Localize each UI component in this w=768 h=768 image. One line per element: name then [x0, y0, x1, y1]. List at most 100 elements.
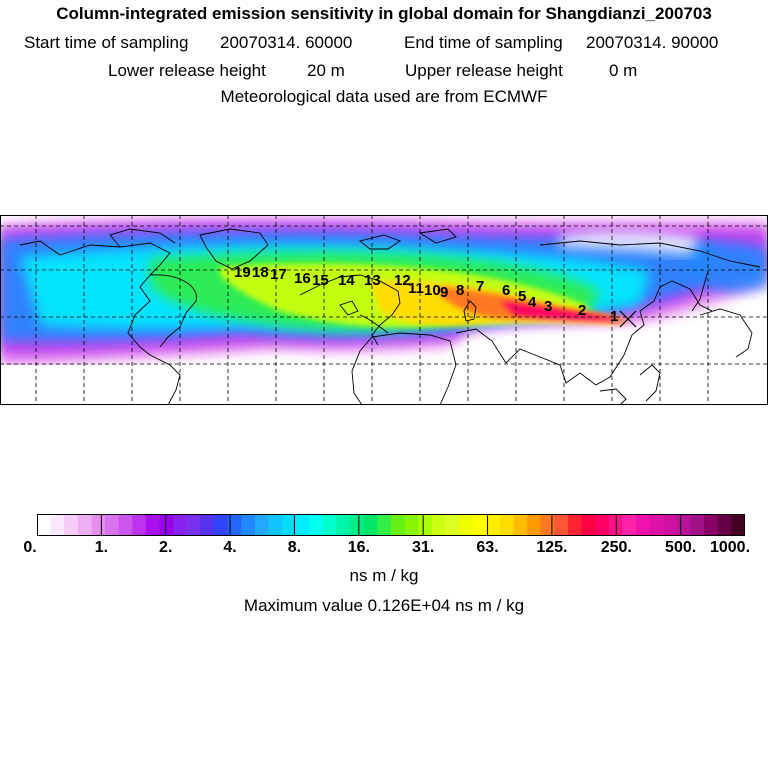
colorbar-swatch: [540, 514, 555, 536]
colorbar-swatch: [37, 514, 52, 536]
colorbar-swatch: [241, 514, 256, 536]
lat-lon-grid: [0, 215, 768, 405]
upper-height-value: 0 m: [609, 61, 638, 80]
colorbar: [37, 514, 745, 536]
colorbar-swatch: [173, 514, 188, 536]
colorbar-tick-label: 2.: [159, 539, 173, 556]
trajectory-label-5: 5: [518, 288, 526, 305]
colorbar-swatch: [77, 514, 92, 536]
trajectory-label-17: 17: [270, 266, 287, 283]
colorbar-swatch: [295, 514, 310, 536]
colorbar-swatch: [445, 514, 460, 536]
colorbar-swatch: [581, 514, 596, 536]
colorbar-swatch: [186, 514, 201, 536]
sensitivity-map: 1 2 3 4 5 6 7 8 9 10 11 12 13 14 15 16 17 18 19: [0, 215, 768, 405]
colorbar-swatch: [527, 514, 542, 536]
colorbar-swatch: [663, 514, 678, 536]
colorbar-swatch: [377, 514, 392, 536]
trajectory-label-19: 19: [234, 264, 251, 281]
sensitivity-field: [0, 215, 768, 405]
colorbar-tick-label: 1000.: [709, 539, 751, 556]
trajectory-label-13: 13: [364, 272, 381, 289]
trajectory-label-6: 6: [502, 282, 510, 299]
colorbar-swatch: [472, 514, 487, 536]
met-data-line: Meteorological data used are from ECMWF: [220, 87, 548, 106]
receptor-marker: [619, 310, 637, 328]
colorbar-swatch: [676, 514, 692, 536]
colorbar-tick-label: 500.: [665, 539, 697, 556]
colorbar-swatch: [132, 514, 147, 536]
colorbar-swatch: [64, 514, 79, 536]
trajectory-label-4: 4: [528, 294, 537, 311]
colorbar-swatch: [105, 514, 120, 536]
colorbar-swatch: [404, 514, 419, 536]
colorbar-swatch: [568, 514, 583, 536]
colorbar-tick-label: 0.: [23, 539, 37, 556]
colorbar-swatch: [431, 514, 446, 536]
trajectory-label-16: 16: [294, 270, 311, 287]
colorbar-swatch: [649, 514, 664, 536]
end-time-value: 20070314. 90000: [586, 33, 719, 52]
trajectory-label-8: 8: [456, 282, 464, 299]
colorbar-swatch: [459, 514, 474, 536]
colorbar-swatch: [731, 514, 745, 536]
colorbar-swatch: [50, 514, 65, 536]
trajectory-label-7: 7: [476, 278, 484, 295]
trajectory-label-2: 2: [578, 302, 586, 319]
trajectory-label-14: 14: [338, 272, 355, 289]
colorbar-swatch: [145, 514, 161, 536]
colorbar-swatch: [227, 514, 242, 536]
colorbar-swatch: [690, 514, 705, 536]
colorbar-swatch: [554, 514, 569, 536]
colorbar-units: ns m / kg: [349, 566, 419, 585]
trajectory-label-18: 18: [252, 264, 269, 281]
colorbar-tick-label: 31.: [412, 539, 435, 556]
colorbar-swatch: [486, 514, 501, 536]
colorbar-swatch: [636, 514, 651, 536]
colorbar-swatch: [159, 514, 174, 536]
colorbar-tick-label: 250.: [600, 539, 632, 556]
colorbar-swatch: [214, 514, 229, 536]
start-time-label: Start time of sampling: [24, 33, 189, 52]
colorbar-swatch: [322, 514, 338, 536]
colorbar-swatch: [350, 514, 365, 536]
colorbar-swatch: [717, 514, 732, 536]
maximum-value-text: Maximum value 0.126E+04 ns m / kg: [243, 596, 525, 615]
colorbar-tick-label: 63.: [476, 539, 499, 556]
colorbar-swatch: [118, 514, 133, 536]
colorbar-swatch: [282, 514, 297, 536]
colorbar-swatch: [336, 514, 351, 536]
colorbar-swatch: [268, 514, 283, 536]
colorbar-swatch: [91, 514, 106, 536]
colorbar-swatch: [513, 514, 528, 536]
colorbar-swatch: [418, 514, 433, 536]
colorbar-swatch: [200, 514, 215, 536]
end-time-label: End time of sampling: [404, 33, 563, 52]
trajectory-label-9: 9: [440, 284, 448, 301]
map-title: Column-integrated emission sensitivity i…: [56, 4, 712, 23]
upper-height-label: Upper release height: [405, 61, 563, 80]
start-time-value: 20070314. 60000: [220, 33, 353, 52]
trajectory-label-12: 12: [394, 272, 411, 289]
colorbar-swatch: [499, 514, 515, 536]
colorbar-swatch: [391, 514, 406, 536]
colorbar-tick-label: 8.: [287, 539, 302, 556]
lower-height-value: 20 m: [307, 61, 345, 80]
colorbar-tick-label: 4.: [223, 539, 237, 556]
colorbar-swatch: [309, 514, 324, 536]
trajectory-label-10: 10: [424, 282, 441, 299]
trajectory-label-15: 15: [312, 272, 329, 289]
lower-height-label: Lower release height: [108, 61, 266, 80]
colorbar-swatch: [363, 514, 378, 536]
colorbar-swatch: [622, 514, 637, 536]
colorbar-tick-label: 1.: [94, 539, 109, 556]
colorbar-swatch: [254, 514, 269, 536]
trajectory-label-3: 3: [544, 298, 552, 315]
colorbar-swatch: [595, 514, 610, 536]
colorbar-tick-label: 125.: [536, 539, 568, 556]
trajectory-label-1: 1: [610, 308, 618, 325]
coastlines: [19, 228, 761, 405]
colorbar-swatch: [704, 514, 719, 536]
trajectory-label-11: 11: [408, 280, 424, 297]
